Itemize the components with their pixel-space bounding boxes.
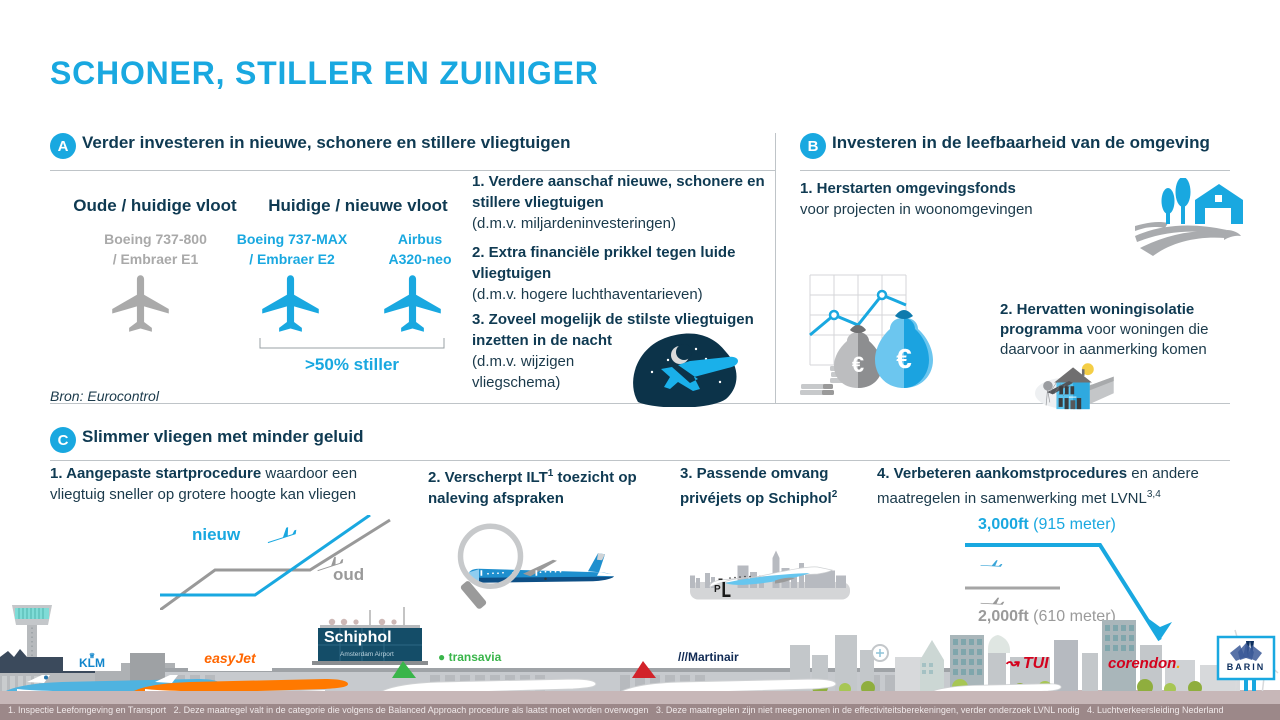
svg-text:KLM: KLM xyxy=(79,656,105,670)
svg-text:€: € xyxy=(852,352,864,377)
svg-text:Amsterdam Airport: Amsterdam Airport xyxy=(340,651,394,658)
svg-text:● transavia: ● transavia xyxy=(438,650,502,664)
svg-text:BARIN: BARIN xyxy=(1227,662,1266,672)
svg-text:↝ TUI: ↝ TUI xyxy=(1005,655,1049,672)
svg-text:easyJet: easyJet xyxy=(204,650,257,666)
svg-text:P: P xyxy=(714,584,721,595)
svg-text:€: € xyxy=(896,343,912,374)
svg-text:Schiphol: Schiphol xyxy=(324,629,392,646)
svg-text:///Martinair: ///Martinair xyxy=(678,650,739,664)
svg-text:corendon.: corendon. xyxy=(1108,655,1181,672)
